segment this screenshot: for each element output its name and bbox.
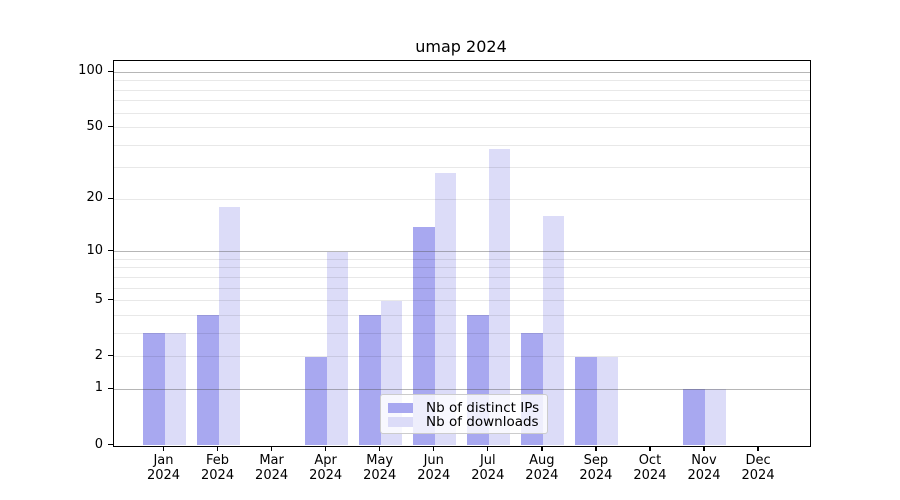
- x-tick-year: 2024: [633, 467, 667, 483]
- legend-swatch: [388, 402, 413, 413]
- bar-distinct-ips: [197, 315, 219, 446]
- y-tick-mark: [107, 197, 114, 200]
- bar-downloads: [434, 173, 457, 446]
- x-tick-mark: [270, 446, 273, 451]
- bar-downloads: [704, 389, 727, 446]
- y-tick-mark: [107, 298, 114, 301]
- bar-downloads: [488, 149, 511, 446]
- x-tick-year: 2024: [525, 467, 559, 483]
- chart-title: umap 2024: [415, 37, 507, 56]
- bar-distinct-ips: [359, 315, 381, 446]
- x-tick-mark: [433, 446, 435, 451]
- x-tick-year: 2024: [471, 467, 505, 483]
- x-tick-year: 2024: [146, 467, 181, 483]
- bar-distinct-ips: [413, 226, 435, 446]
- x-tick-year: 2024: [309, 467, 343, 483]
- x-tick-month: May: [366, 452, 394, 468]
- x-tick-month: Mar: [259, 452, 284, 468]
- x-tick-label: Mar 2024: [244, 453, 300, 483]
- x-tick-month: Jan: [153, 452, 174, 468]
- legend-label: Nb of downloads: [426, 413, 539, 430]
- y-tick-label: 1: [94, 380, 103, 396]
- x-tick-month: Jun: [423, 452, 444, 468]
- y-tick-label: 5: [94, 291, 103, 307]
- x-tick-label: Jun 2024: [406, 453, 462, 483]
- x-tick-month: Nov: [691, 452, 717, 468]
- x-tick-month: Jul: [479, 452, 496, 468]
- x-tick-label: Aug 2024: [514, 453, 570, 483]
- y-tick-label: 2: [94, 347, 103, 363]
- legend: Nb of distinct IPs Nb of downloads: [380, 393, 548, 434]
- y-tick-label: 0: [94, 436, 103, 452]
- x-tick-mark: [703, 446, 705, 451]
- x-tick-mark: [595, 446, 597, 451]
- y-tick-mark: [107, 249, 114, 252]
- x-tick-month: Aug: [529, 452, 555, 468]
- x-tick-year: 2024: [201, 467, 235, 483]
- x-tick-label: Jan 2024: [136, 453, 192, 483]
- x-tick-year: 2024: [687, 467, 721, 483]
- bar-distinct-ips: [575, 356, 597, 446]
- x-tick-label: Feb 2024: [190, 453, 246, 483]
- bar-downloads: [164, 333, 186, 446]
- legend-item: Nb of distinct IPs: [388, 401, 539, 415]
- x-tick-mark: [162, 446, 165, 451]
- x-tick-month: Feb: [206, 452, 230, 468]
- legend-swatch: [388, 416, 413, 427]
- x-tick-mark: [487, 446, 489, 451]
- x-tick-year: 2024: [363, 467, 397, 483]
- x-tick-label: May 2024: [352, 453, 408, 483]
- bar-downloads: [326, 251, 349, 446]
- x-tick-label: Dec 2024: [730, 453, 786, 483]
- x-tick-year: 2024: [417, 467, 451, 483]
- x-tick-month: Oct: [638, 452, 662, 468]
- y-tick-label: 100: [78, 63, 103, 79]
- bar-distinct-ips: [683, 389, 705, 446]
- x-tick-mark: [216, 446, 219, 451]
- x-tick-label: Apr 2024: [298, 453, 354, 483]
- x-tick-label: Jul 2024: [460, 453, 516, 483]
- y-tick-mark: [107, 70, 114, 73]
- bar-downloads: [218, 207, 241, 446]
- x-tick-year: 2024: [255, 467, 289, 483]
- y-tick-label: 10: [86, 242, 103, 258]
- x-tick-month: Sep: [583, 452, 609, 468]
- x-tick-mark: [757, 446, 759, 451]
- plot-area: Nb of distinct IPs Nb of downloads: [113, 59, 811, 447]
- bar-distinct-ips: [143, 333, 165, 446]
- y-tick-mark: [107, 125, 114, 128]
- x-tick-label: Nov 2024: [676, 453, 732, 483]
- y-tick-label: 20: [86, 190, 103, 206]
- bar-downloads: [596, 356, 619, 446]
- x-tick-mark: [378, 446, 381, 451]
- legend-label: Nb of distinct IPs: [426, 399, 540, 416]
- x-tick-mark: [324, 446, 327, 451]
- x-tick-label: Oct 2024: [622, 453, 678, 483]
- y-tick-mark: [107, 354, 114, 357]
- y-tick-mark: [107, 443, 114, 446]
- bars-layer: [114, 61, 810, 446]
- bar-downloads: [542, 216, 565, 446]
- x-tick-month: Apr: [314, 452, 337, 468]
- x-tick-month: Dec: [745, 452, 771, 468]
- y-tick-mark: [107, 387, 114, 390]
- legend-item: Nb of downloads: [388, 415, 539, 429]
- y-tick-label: 50: [86, 118, 103, 134]
- x-tick-label: Sep 2024: [568, 453, 624, 483]
- x-tick-mark: [541, 446, 543, 451]
- bar-distinct-ips: [305, 356, 327, 446]
- x-tick-mark: [649, 446, 651, 451]
- x-tick-year: 2024: [741, 467, 775, 483]
- x-tick-year: 2024: [579, 467, 613, 483]
